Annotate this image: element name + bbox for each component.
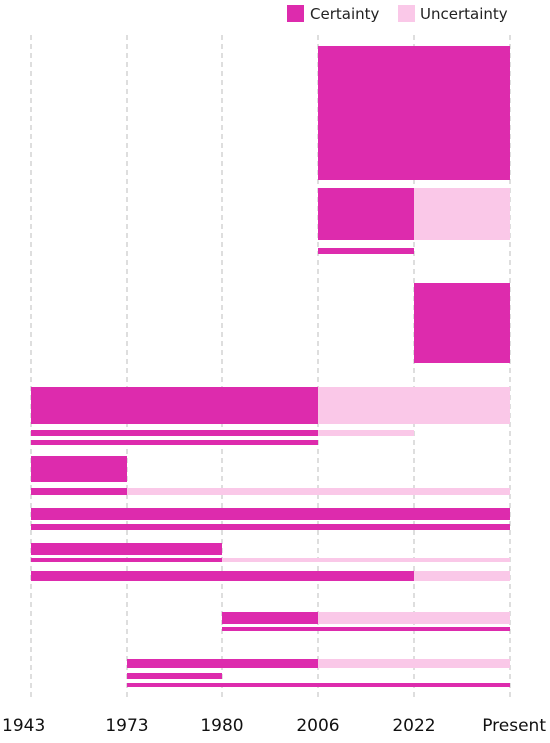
segment-bar-certainty bbox=[31, 387, 318, 424]
segment-bar-certainty bbox=[31, 508, 510, 520]
segment-bar-certainty bbox=[318, 46, 510, 180]
legend-swatch-uncertainty bbox=[398, 5, 415, 22]
segment-bar-uncertainty bbox=[318, 612, 510, 624]
legend-item-uncertainty: Uncertainty bbox=[398, 5, 508, 23]
segment-bar-uncertainty bbox=[127, 488, 510, 495]
segment-bar-certainty bbox=[31, 440, 318, 445]
legend-swatch-certainty bbox=[287, 5, 304, 22]
segment-bar-certainty bbox=[31, 524, 510, 530]
x-tick-label-1943: 1943 bbox=[2, 716, 45, 736]
legend-label-uncertainty: Uncertainty bbox=[420, 5, 508, 23]
x-tick-label-2006: 2006 bbox=[296, 716, 339, 736]
x-axis-tick-labels: 1943 1973 1980 2006 2022 Present bbox=[2, 716, 546, 736]
segment-bar-certainty bbox=[127, 683, 510, 687]
legend-label-certainty: Certainty bbox=[310, 5, 379, 23]
segment-bar-uncertainty bbox=[318, 430, 414, 436]
segment-bar-certainty bbox=[31, 488, 127, 495]
segment-bar-certainty bbox=[127, 659, 318, 668]
segment-bar-certainty bbox=[318, 248, 414, 254]
segment-bar-uncertainty bbox=[318, 659, 510, 668]
x-tick-label-1973: 1973 bbox=[105, 716, 148, 736]
segment-bar-certainty bbox=[127, 673, 222, 679]
segment-bars bbox=[31, 46, 510, 687]
legend: Certainty Uncertainty bbox=[287, 5, 508, 23]
segment-bar-certainty bbox=[31, 543, 222, 555]
x-tick-label-present: Present bbox=[482, 716, 546, 736]
segment-bar-uncertainty bbox=[318, 387, 510, 424]
segment-bar-certainty bbox=[31, 430, 318, 436]
segment-bar-certainty bbox=[414, 283, 510, 363]
legend-item-certainty: Certainty bbox=[287, 5, 379, 23]
segment-bar-certainty bbox=[31, 456, 127, 482]
segment-bar-uncertainty bbox=[222, 558, 510, 562]
segment-bar-uncertainty bbox=[414, 188, 510, 240]
segment-bar-certainty bbox=[222, 627, 510, 631]
segment-bar-certainty bbox=[31, 571, 414, 581]
x-tick-label-2022: 2022 bbox=[392, 716, 435, 736]
x-tick-label-1980: 1980 bbox=[200, 716, 243, 736]
segment-bar-certainty bbox=[318, 188, 414, 240]
segment-bar-certainty bbox=[31, 558, 222, 562]
segment-bar-uncertainty bbox=[414, 571, 510, 581]
segment-bar-certainty bbox=[222, 612, 318, 624]
